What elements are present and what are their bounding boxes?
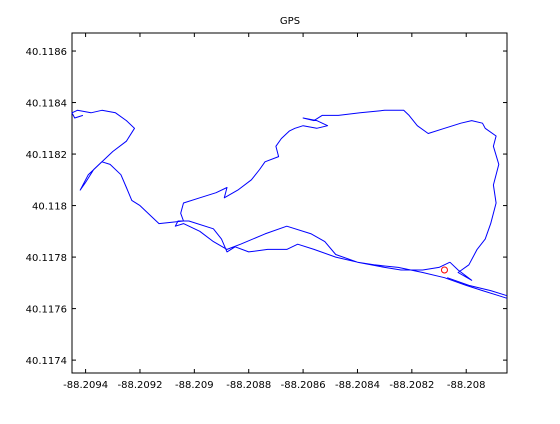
x-tick-label: -88.2084	[335, 380, 380, 391]
x-tick-label: -88.2094	[63, 380, 108, 391]
x-tick-label: -88.2086	[281, 380, 326, 391]
x-tick-label: -88.2088	[226, 380, 271, 391]
y-tick-label: 40.1178	[26, 253, 67, 264]
axes-box	[71, 32, 508, 374]
x-tick-label: -88.2082	[389, 380, 434, 391]
y-tick-label: 40.118	[32, 202, 67, 213]
x-tick-label: -88.2092	[117, 380, 162, 391]
gps-track-line	[447, 277, 508, 297]
start-point-marker	[440, 266, 448, 274]
chart-title: GPS	[280, 16, 300, 27]
gps-track-line	[71, 109, 500, 281]
y-tick-label: 40.1182	[26, 150, 67, 161]
y-tick-label: 40.1176	[26, 305, 67, 316]
x-tick-label: -88.209	[175, 380, 214, 391]
gps-track-line	[174, 220, 508, 299]
y-tick-label: 40.1184	[26, 99, 67, 110]
y-tick-label: 40.1174	[26, 356, 67, 367]
plot-area	[71, 109, 508, 299]
x-tick-label: -88.208	[447, 380, 486, 391]
axes: -88.2094 -88.2092 -88.209 -88.2088 -88.2086-…	[26, 32, 508, 391]
y-tick-label: 40.1186	[26, 47, 67, 58]
